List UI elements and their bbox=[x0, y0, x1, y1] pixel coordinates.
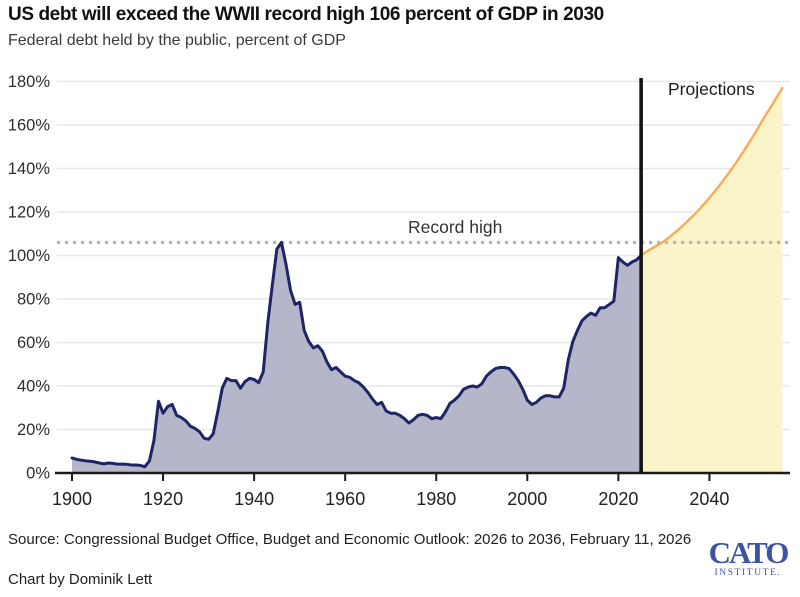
y-axis-tick-label: 20% bbox=[17, 421, 50, 439]
y-axis-tick-label: 100% bbox=[8, 247, 51, 265]
projection-line bbox=[639, 86, 784, 257]
chart-canvas: 0% 20% 40% 60% 80% 100% 120% 140% 160% 180% 1900 19… bbox=[8, 73, 790, 509]
x-axis-tick-label: 1960 bbox=[325, 489, 365, 509]
credit-note: Chart by Dominik Lett bbox=[8, 571, 153, 588]
projection-area-fill bbox=[641, 88, 783, 474]
record-high-label: Record high bbox=[408, 217, 502, 237]
debt-gdp-area-chart: 0% 20% 40% 60% 80% 100% 120% 140% 160% 180% 1900 19… bbox=[8, 73, 790, 509]
y-axis-tick-label: 180% bbox=[8, 73, 51, 91]
projections-label: Projections bbox=[668, 79, 755, 99]
cato-logo-institute-text: INSTITUTE. bbox=[714, 568, 782, 578]
y-axis-tick-label: 80% bbox=[17, 291, 50, 309]
cato-logo-wordmark: CATO bbox=[708, 535, 790, 570]
x-axis-tick-label: 2040 bbox=[689, 489, 729, 509]
chart-subtitle: Federal debt held by the public, percent… bbox=[8, 32, 346, 49]
historical-area-fill bbox=[72, 242, 642, 473]
x-axis-tick-label: 1940 bbox=[234, 489, 274, 509]
y-axis-tick-label: 0% bbox=[26, 465, 50, 483]
y-axis-tick-label: 120% bbox=[8, 204, 51, 222]
historical-line bbox=[70, 240, 643, 469]
x-axis-tick-label: 2000 bbox=[507, 489, 547, 509]
chart-title: US debt will exceed the WWII record high… bbox=[8, 4, 604, 25]
y-axis-tick-label: 140% bbox=[8, 160, 51, 178]
x-axis-tick-label: 1900 bbox=[52, 489, 92, 509]
x-axis-tick-label: 1920 bbox=[143, 489, 183, 509]
y-axis-tick-label: 160% bbox=[8, 117, 51, 135]
source-note: Source: Congressional Budget Office, Bud… bbox=[8, 531, 692, 548]
x-axis-tick-label: 1980 bbox=[416, 489, 456, 509]
y-axis-tick-label: 60% bbox=[17, 334, 50, 352]
x-axis-tick-label: 2020 bbox=[598, 489, 638, 509]
y-axis-tick-label: 40% bbox=[17, 378, 50, 396]
cato-institute-logo: CATO INSTITUTE. bbox=[702, 535, 794, 578]
